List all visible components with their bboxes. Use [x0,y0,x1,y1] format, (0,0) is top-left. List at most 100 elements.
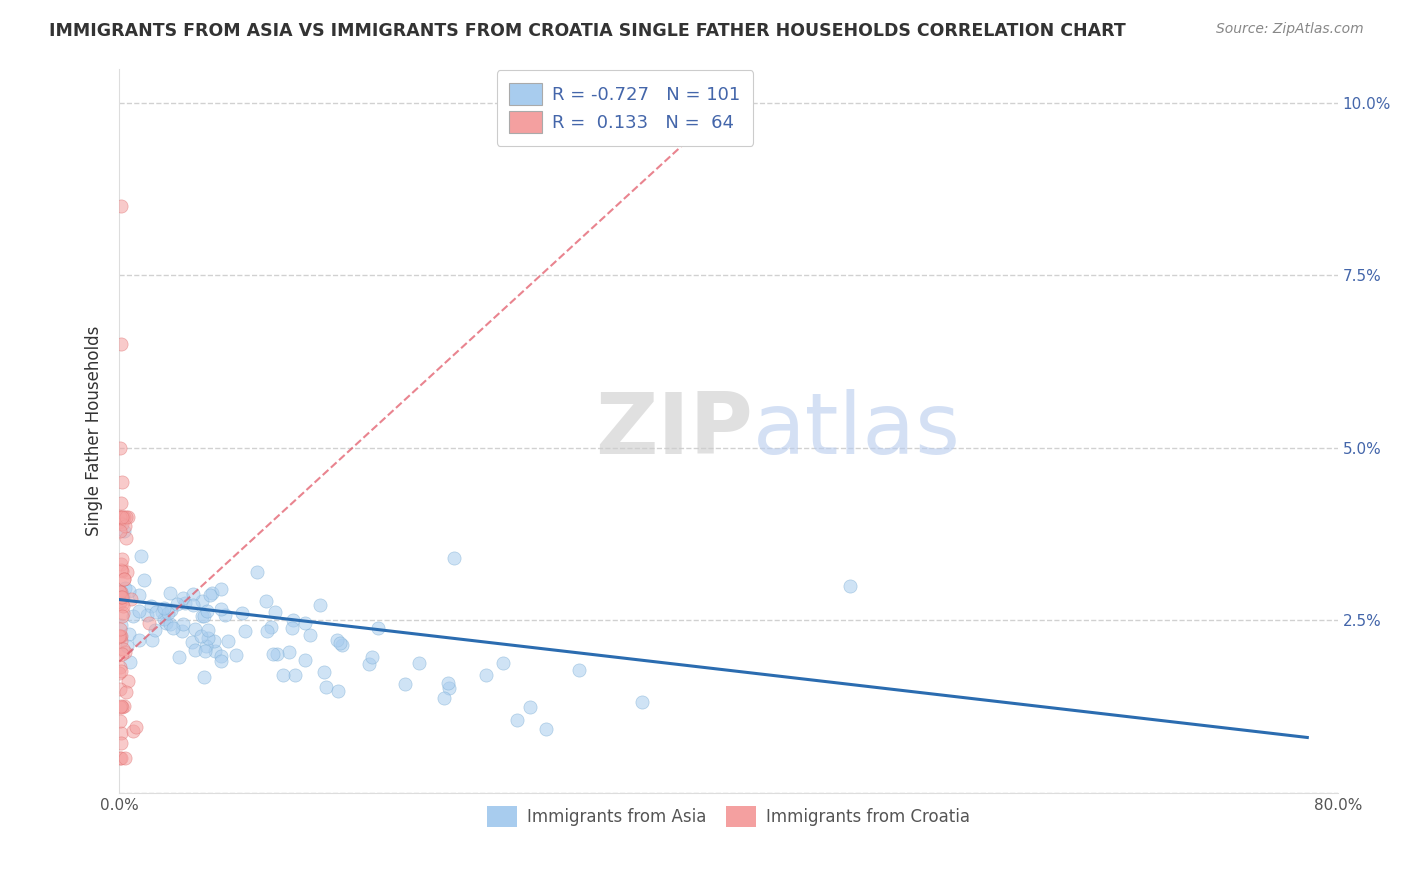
Point [281,621,304,635]
Point [197,631,219,645]
Point [839,579,862,593]
Point [108,660,131,674]
Point [183,643,205,657]
Point [264,605,287,619]
Point [117,509,139,524]
Text: atlas: atlas [752,389,960,472]
Point [193,609,215,624]
Point [262,647,284,661]
Point [108,629,131,643]
Point [437,681,460,695]
Point [357,657,380,671]
Point [111,475,134,490]
Point [408,657,430,671]
Point [195,604,218,618]
Point [110,629,132,643]
Point [128,604,150,618]
Point [110,509,132,524]
Point [110,622,132,636]
Point [233,624,256,639]
Point [111,700,134,714]
Legend: Immigrants from Asia, Immigrants from Croatia: Immigrants from Asia, Immigrants from Cr… [478,798,979,835]
Point [115,509,138,524]
Point [437,676,460,690]
Point [256,624,278,639]
Point [108,665,131,680]
Point [277,645,299,659]
Point [143,624,166,638]
Point [254,594,277,608]
Point [110,524,132,538]
Point [150,605,173,619]
Point [184,622,207,636]
Point [152,612,174,626]
Point [111,509,134,524]
Point [309,598,332,612]
Point [111,609,134,624]
Point [271,668,294,682]
Point [108,595,131,609]
Point [108,509,131,524]
Point [110,617,132,632]
Point [162,620,184,634]
Point [159,617,181,632]
Point [110,698,132,713]
Point [193,670,215,684]
Point [172,591,194,606]
Point [332,638,354,652]
Point [167,650,190,665]
Point [118,583,141,598]
Point [118,655,141,669]
Point [115,639,138,653]
Point [225,648,247,662]
Point [108,681,131,696]
Point [209,648,232,663]
Point [115,565,138,579]
Point [110,199,132,213]
Point [110,585,132,599]
Point [568,664,591,678]
Point [443,551,465,566]
Point [111,590,134,604]
Point [433,691,456,706]
Point [209,602,232,616]
Text: IMMIGRANTS FROM ASIA VS IMMIGRANTS FROM CROATIA SINGLE FATHER HOUSEHOLDS CORRELA: IMMIGRANTS FROM ASIA VS IMMIGRANTS FROM … [49,22,1126,40]
Point [108,629,131,643]
Point [360,650,382,665]
Point [111,607,134,621]
Point [190,629,212,643]
Point [114,531,136,545]
Point [260,619,283,633]
Point [266,647,288,661]
Text: ZIP: ZIP [595,389,752,472]
Point [204,644,226,658]
Point [112,572,135,586]
Point [534,722,557,736]
Point [111,564,134,578]
Point [125,719,148,733]
Point [117,673,139,688]
Point [111,599,134,614]
Point [631,695,654,709]
Point [326,632,349,647]
Point [231,606,253,620]
Point [283,613,305,627]
Point [214,607,236,622]
Point [108,714,131,728]
Point [172,616,194,631]
Point [110,726,132,740]
Point [121,609,143,624]
Point [197,624,219,638]
Point [160,603,183,617]
Point [159,586,181,600]
Point [110,664,132,678]
Point [145,605,167,619]
Point [111,509,134,524]
Point [120,592,142,607]
Point [108,509,131,524]
Point [193,644,215,658]
Point [315,680,337,694]
Point [111,642,134,657]
Point [114,519,136,533]
Point [110,633,132,648]
